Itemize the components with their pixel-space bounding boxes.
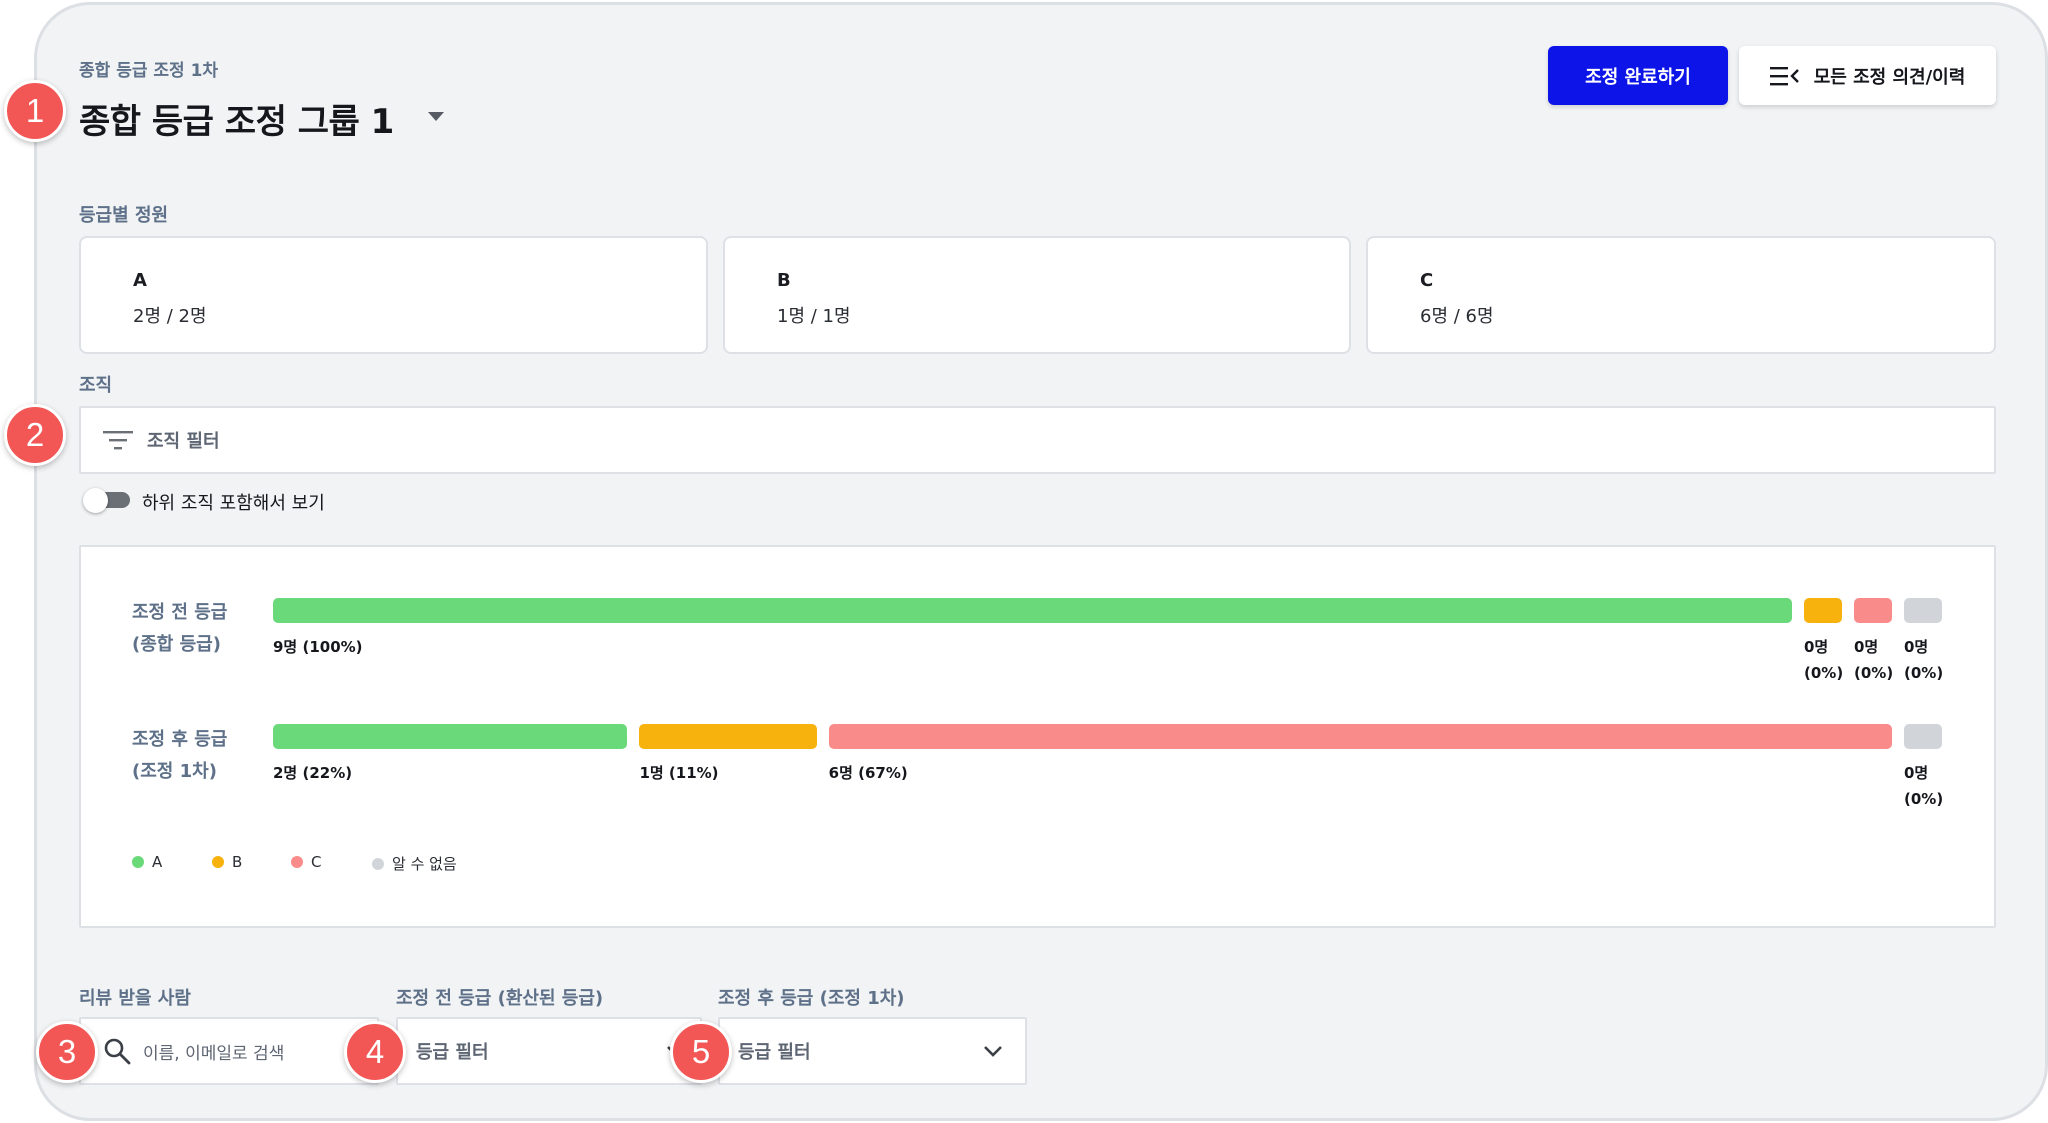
legend-label: B [232,853,243,871]
row-label-after: 조정 후 등급 (조정 1차) [132,724,227,788]
row-label-line: 조정 전 등급 [132,602,228,623]
legend-item-unknown: 알 수 없음 [372,853,457,874]
reviewee-search-input[interactable]: 이름, 이메일로 검색 [79,1017,379,1085]
bar-label: 0명 (0%) [1904,764,1944,808]
group-dropdown-caret-icon[interactable] [428,112,444,121]
bar-unknown-row1 [1904,598,1942,623]
annotation-badge-1: 1 [4,80,66,142]
legend-dot [212,856,224,868]
include-suborg-label: 하위 조직 포함해서 보기 [142,493,325,514]
quota-card-b: B 1명 / 1명 [723,236,1351,354]
legend-label: 알 수 없음 [392,855,457,873]
before-grade-filter-placeholder: 등급 필터 [416,1042,489,1063]
organization-filter[interactable]: 조직 필터 [79,406,1996,474]
after-grade-filter-placeholder: 등급 필터 [738,1042,811,1063]
legend-label: C [311,853,322,871]
history-list-icon [1769,66,1799,85]
legend-dot [291,856,303,868]
all-comments-history-button[interactable]: 모든 조정 의견/이력 [1739,46,1996,105]
legend-item-b: B [212,853,242,871]
complete-adjustment-button[interactable]: 조정 완료하기 [1548,46,1728,105]
quota-grade: C [1420,270,1434,291]
legend-label: A [152,853,163,871]
filter-icon [103,431,133,450]
reviewee-label: 리뷰 받을 사람 [79,988,191,1009]
quota-section-label: 등급별 정원 [79,205,169,226]
bar-label: 0명 (0%) [1854,638,1894,682]
bar-a-row1 [273,598,1792,623]
quota-card-a: A 2명 / 2명 [79,236,708,354]
before-grade-label: 조정 전 등급 (환산된 등급) [396,988,604,1009]
quota-card-c: C 6명 / 6명 [1366,236,1996,354]
annotation-badge-4: 4 [344,1021,406,1083]
row-label-line: (조정 1차) [132,761,217,782]
reviewee-search-placeholder: 이름, 이메일로 검색 [143,1043,285,1064]
quota-count: 6명 / 6명 [1420,306,1494,327]
bar-label: 2명 (22%) [273,764,353,782]
row-label-line: 조정 후 등급 [132,729,228,750]
legend-dot [132,856,144,868]
quota-grade: B [777,270,791,291]
search-icon [104,1038,131,1065]
legend-item-a: A [132,853,162,871]
legend-dot [372,857,384,870]
after-grade-label: 조정 후 등급 (조정 1차) [718,988,905,1009]
bar-b-row1 [1804,598,1842,623]
row-label-line: (종합 등급) [132,634,221,655]
chevron-down-icon [984,1046,1002,1057]
after-grade-filter[interactable]: 등급 필터 [718,1017,1027,1085]
row-label-before: 조정 전 등급 (종합 등급) [132,597,227,661]
bar-c-row2 [828,724,1892,749]
bar-label: 1명 (11%) [639,764,719,782]
annotation-badge-5: 5 [670,1021,732,1083]
bar-b-row2 [639,724,817,749]
bar-a-row2 [273,724,628,749]
all-comments-history-label: 모든 조정 의견/이력 [1813,66,1966,88]
bar-unknown-row2 [1904,724,1942,749]
bar-label: 6명 (67%) [828,764,908,782]
annotation-badge-3: 3 [36,1021,98,1083]
quota-grade: A [133,270,147,291]
organization-section-label: 조직 [79,375,113,396]
bar-label: 0명 (0%) [1904,638,1944,682]
toggle-knob[interactable] [83,488,108,513]
before-grade-filter[interactable]: 등급 필터 [396,1017,702,1085]
organization-filter-placeholder: 조직 필터 [147,431,220,452]
page-title: 종합 등급 조정 그룹 1 [79,102,394,142]
quota-count: 2명 / 2명 [133,306,207,327]
bar-label: 9명 (100%) [273,638,363,656]
annotation-badge-2: 2 [4,404,66,466]
bar-label: 0명 (0%) [1804,638,1844,682]
bar-c-row1 [1854,598,1892,623]
legend-item-c: C [291,853,321,871]
quota-count: 1명 / 1명 [777,306,851,327]
page-subtitle: 종합 등급 조정 1차 [79,61,219,81]
